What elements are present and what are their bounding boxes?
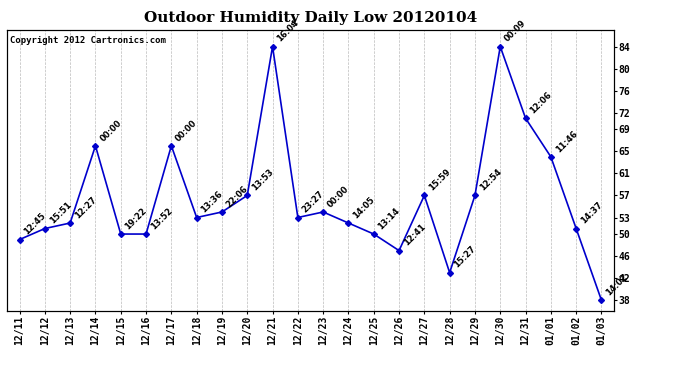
Text: 22:06: 22:06 [225,184,250,209]
Text: 13:36: 13:36 [199,189,225,215]
Text: 13:14: 13:14 [377,206,402,231]
Text: 13:52: 13:52 [149,206,174,231]
Text: 19:22: 19:22 [124,206,149,231]
Text: 15:59: 15:59 [427,167,453,193]
Text: 14:02: 14:02 [604,272,629,297]
Text: 00:00: 00:00 [326,184,351,209]
Text: 13:53: 13:53 [250,168,275,193]
Text: 16:04: 16:04 [275,18,301,44]
Text: 23:27: 23:27 [301,189,326,215]
Text: 00:09: 00:09 [503,19,528,44]
Text: 00:00: 00:00 [98,118,124,143]
Text: 12:27: 12:27 [73,195,98,220]
Text: Copyright 2012 Cartronics.com: Copyright 2012 Cartronics.com [10,36,166,45]
Text: 12:45: 12:45 [22,211,48,237]
Text: 12:54: 12:54 [477,167,503,193]
Text: 11:46: 11:46 [553,129,579,154]
Text: 14:05: 14:05 [351,195,377,220]
Text: 12:41: 12:41 [402,222,427,248]
Text: 15:27: 15:27 [453,244,477,270]
Text: 12:06: 12:06 [529,90,553,116]
Text: 00:00: 00:00 [174,118,199,143]
Text: 15:51: 15:51 [48,200,73,226]
Text: 14:37: 14:37 [579,201,604,226]
Text: Outdoor Humidity Daily Low 20120104: Outdoor Humidity Daily Low 20120104 [144,11,477,25]
